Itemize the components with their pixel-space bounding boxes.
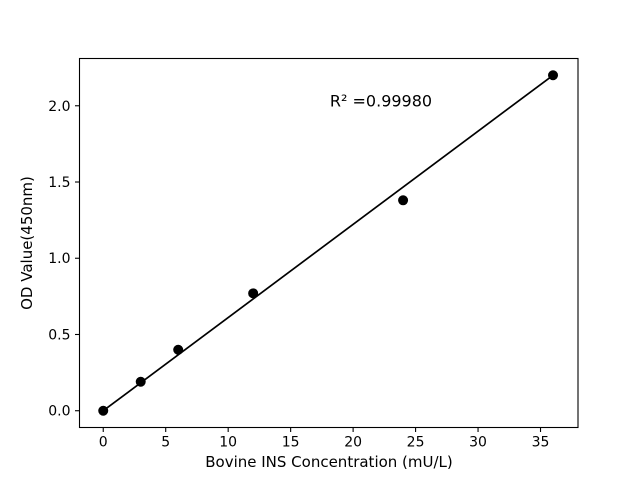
x-tick-label: 35 [532,435,550,451]
plot-frame [78,57,579,429]
y-axis-label: OD Value(450nm) [18,176,36,310]
y-tick-label: 0.0 [48,404,70,420]
data-point [548,70,559,81]
x-tick-label: 0 [99,435,108,451]
r-squared-annotation: R² =0.99980 [329,91,433,111]
x-axis-label: Bovine INS Concentration (mU/L) [205,453,453,471]
y-tick-label: 2.0 [48,99,70,115]
x-tick-label: 20 [344,435,362,451]
data-point [98,405,109,416]
x-tick-label: 15 [282,435,300,451]
y-tick-label: 0.5 [48,327,70,343]
x-tick-label: 25 [407,435,425,451]
y-tick-label: 1.5 [48,175,70,191]
data-point [398,195,409,206]
fit-line [102,74,554,412]
y-tick-label: 1.0 [48,251,70,267]
data-point [173,344,184,355]
data-point [135,376,146,387]
data-point [248,288,259,299]
x-tick-label: 30 [469,435,487,451]
x-tick-label: 10 [219,435,237,451]
x-tick-label: 5 [161,435,170,451]
